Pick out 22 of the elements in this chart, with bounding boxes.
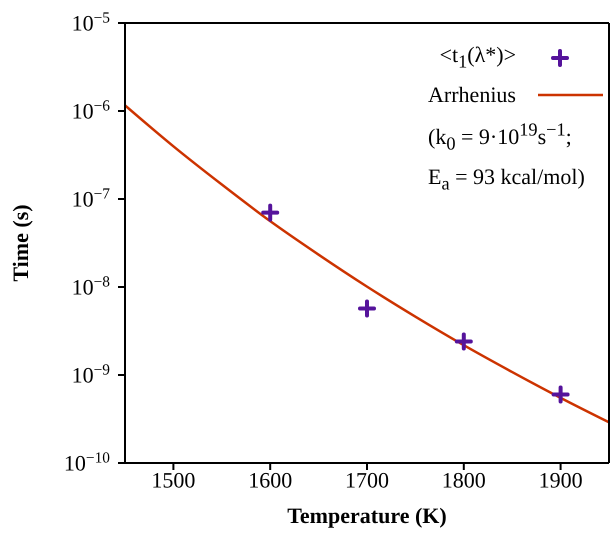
legend-label: <t$_{1}$(λ*)> (440, 41, 516, 74)
y-tick-label: 10$^{−5}$ (72, 9, 110, 36)
y-tick-label: 10$^{−6}$ (72, 97, 110, 124)
point (358, 299, 376, 318)
y-tick-label: 10$^{−10}$ (64, 449, 110, 476)
annotation: E$_{a}$ = 93 kcal/mol) (428, 164, 585, 194)
point (261, 204, 280, 222)
x-tick-label: 1900 (538, 468, 583, 493)
x-tick-label: 1800 (442, 468, 486, 493)
annotation: (k$_{0}$ = 9·10$^{19}$s$^{−1}$; (428, 119, 572, 154)
point (552, 386, 570, 404)
y-tick-label: 10$^{−9}$ (72, 361, 110, 388)
x-tick-label: 1600 (248, 468, 292, 493)
y-tick-label: 10$^{−7}$ (72, 185, 110, 212)
y-tick-label: 10$^{−8}$ (72, 273, 110, 300)
x-tick-label: 1500 (151, 468, 196, 493)
x-tick-label: 1700 (345, 468, 389, 493)
y-axis-title: Time (s) (8, 204, 33, 282)
x-axis-title: Temperature (K) (287, 503, 447, 528)
line-series (125, 104, 609, 424)
point (454, 332, 473, 351)
legend-label: Arrhenius (428, 81, 516, 110)
